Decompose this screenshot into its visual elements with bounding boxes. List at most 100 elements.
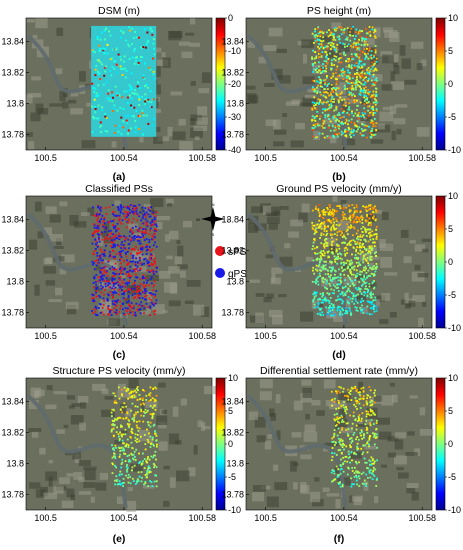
basemap-patch <box>367 282 377 289</box>
ps-point <box>376 235 378 238</box>
ps-point <box>322 222 325 225</box>
ps-point <box>356 125 359 128</box>
ps-point <box>352 273 355 276</box>
ps-point <box>339 223 342 226</box>
ps-point <box>353 64 356 67</box>
dsm-cell <box>125 69 128 72</box>
ps-point <box>112 420 115 422</box>
dsm-cell <box>98 35 101 38</box>
basemap-patch <box>338 400 347 406</box>
ps-point <box>141 246 144 249</box>
ps-point <box>103 279 106 282</box>
basemap-patch <box>59 91 66 102</box>
ps-point <box>366 431 369 434</box>
ps-point <box>339 41 342 44</box>
ps-point <box>95 274 98 276</box>
ps-point <box>127 211 130 214</box>
ps-point <box>359 239 362 241</box>
ps-point <box>128 309 131 312</box>
ps-point <box>370 255 373 258</box>
ps-point <box>323 79 326 82</box>
ps-point <box>343 84 346 87</box>
ps-point <box>369 34 372 37</box>
ps-point <box>128 270 130 273</box>
ps-point <box>328 266 331 269</box>
ps-point <box>98 295 101 297</box>
ps-point <box>126 220 129 223</box>
ps-point <box>132 453 135 456</box>
ps-point <box>357 235 359 238</box>
basemap-patch <box>66 473 74 477</box>
ps-point <box>145 460 148 462</box>
ps-point <box>336 307 339 309</box>
ps-point <box>363 94 366 97</box>
ps-point <box>354 254 357 256</box>
ps-point <box>342 69 344 71</box>
ps-point <box>129 396 132 399</box>
ps-point <box>97 307 100 309</box>
ps-point <box>351 261 354 264</box>
ps-point <box>315 223 318 226</box>
ps-point <box>350 64 353 67</box>
dsm-cell <box>151 124 154 127</box>
ps-point <box>127 388 130 390</box>
ps-point <box>371 282 374 285</box>
ps-point <box>125 444 128 446</box>
ps-point <box>142 234 144 237</box>
ps-point <box>100 233 103 235</box>
ps-point <box>338 61 341 64</box>
ps-point <box>336 114 339 116</box>
ps-point <box>374 133 377 136</box>
basemap-patch <box>265 119 277 127</box>
ps-point <box>346 223 348 226</box>
ps-point <box>108 206 111 209</box>
panel-f-overlay <box>246 378 434 509</box>
ps-point <box>330 98 333 100</box>
ps-point <box>351 253 353 256</box>
ps-point <box>322 276 324 279</box>
ps-point <box>97 215 99 217</box>
ps-point <box>152 436 154 439</box>
basemap-patch <box>248 95 259 104</box>
ps-point <box>154 474 157 476</box>
ps-point <box>316 312 319 315</box>
ps-point <box>132 269 135 272</box>
ps-point <box>359 391 361 394</box>
ps-point <box>372 101 375 104</box>
ps-point <box>355 42 357 45</box>
ps-point <box>113 211 116 214</box>
ps-point <box>362 397 365 400</box>
ps-point <box>154 454 156 457</box>
ps-point <box>361 304 363 307</box>
ps-point <box>330 220 333 222</box>
ps-point <box>146 476 148 479</box>
ps-point <box>375 218 377 221</box>
dsm-cell <box>92 50 95 53</box>
ps-point <box>320 221 323 224</box>
ps-point <box>328 104 331 106</box>
ps-point <box>357 73 360 76</box>
ps-point <box>367 72 369 75</box>
ps-point <box>330 105 333 107</box>
ps-point <box>358 419 360 421</box>
ps-point <box>142 397 145 400</box>
ps-point <box>330 243 333 246</box>
ps-point <box>364 258 367 261</box>
ps-point <box>365 267 367 270</box>
colorbar-tick-label: -40 <box>228 145 241 155</box>
basemap-patch <box>375 295 386 302</box>
ps-point <box>368 445 370 448</box>
ps-point <box>341 419 344 422</box>
basemap-patch <box>126 285 141 295</box>
ps-point <box>322 265 325 267</box>
basemap-patch <box>65 301 79 310</box>
basemap-patch <box>118 383 126 391</box>
ps-point <box>131 255 134 257</box>
basemap-patch <box>201 72 211 83</box>
basemap-patch <box>129 466 143 472</box>
ps-point <box>141 216 144 219</box>
dsm-cell <box>134 89 136 91</box>
ps-point <box>140 414 143 417</box>
ps-point <box>326 313 329 316</box>
ps-point <box>363 96 366 99</box>
